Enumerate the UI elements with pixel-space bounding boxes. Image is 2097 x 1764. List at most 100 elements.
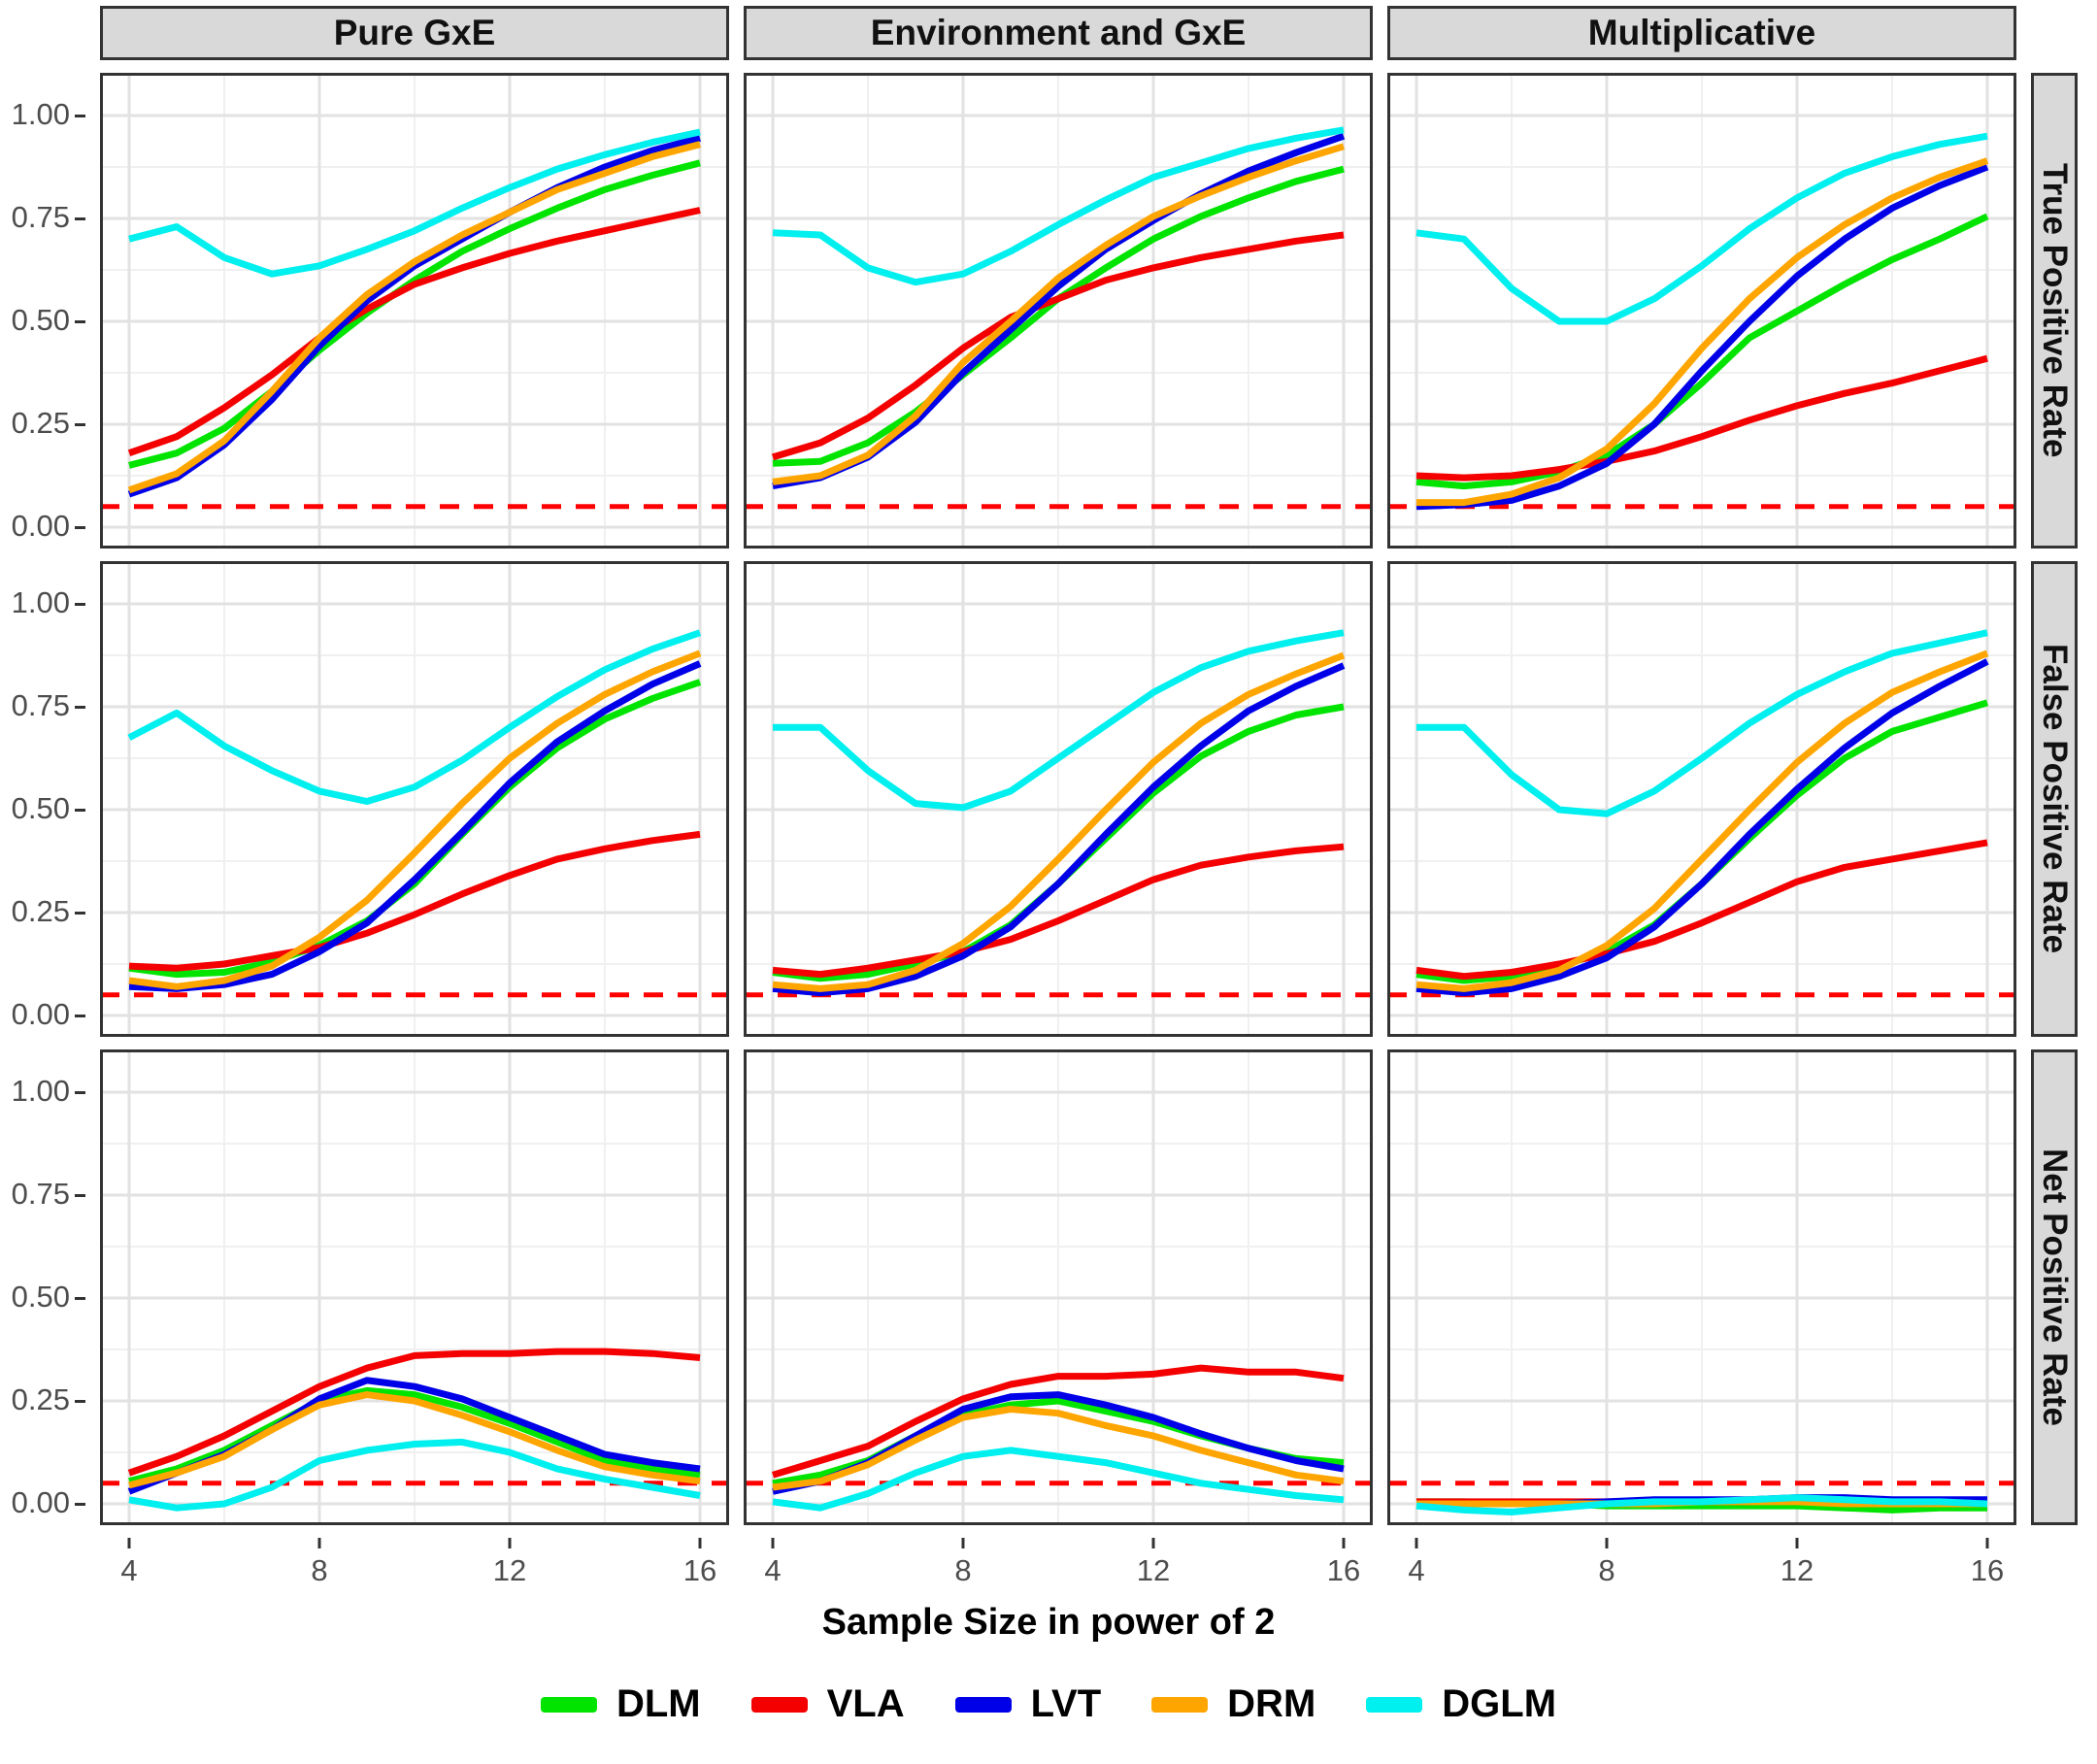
- strip-row-label: False Positive Rate: [2036, 644, 2074, 954]
- series-dlm: [128, 1386, 701, 1485]
- x-tick-label: 12: [1136, 1553, 1171, 1587]
- x-tick-label: 8: [311, 1553, 328, 1587]
- legend-key-dlm-icon: [540, 1696, 597, 1713]
- x-tick-label: 8: [954, 1553, 972, 1587]
- y-tick-mark: [75, 526, 85, 529]
- x-tick-mark: [508, 1538, 512, 1548]
- y-tick-mark: [75, 1194, 85, 1197]
- x-tick-mark: [127, 1538, 131, 1548]
- series-drm: [1415, 649, 1989, 992]
- strip-header-pure-gxe: Pure GxE: [100, 6, 729, 60]
- legend-item-vla: VLA: [750, 1682, 905, 1726]
- strip-row-net-positive-rate: Net Positive Rate: [2031, 1049, 2078, 1525]
- y-tick-mark: [75, 603, 85, 606]
- panel-npr-environment-and-gxe: [744, 1049, 1373, 1525]
- series-dglm: [772, 126, 1345, 286]
- y-tick-label: 0.25: [11, 1382, 70, 1416]
- legend-item-drm: DRM: [1151, 1682, 1315, 1726]
- y-tick-mark: [75, 706, 85, 709]
- facet-grid: Pure GxE Environment and GxE Multiplicat…: [11, 6, 2097, 1600]
- panel-tpr-pure-gxe: [100, 73, 729, 549]
- y-tick-mark: [75, 912, 85, 915]
- series-dglm: [772, 1447, 1345, 1512]
- y-tick-label: 0.50: [11, 303, 70, 337]
- legend-key-vla-icon: [750, 1696, 808, 1713]
- y-tick-mark: [75, 1091, 85, 1094]
- legend-key-dglm-icon: [1366, 1696, 1423, 1713]
- series-dlm: [1415, 213, 1989, 490]
- x-axis-col-pure-gxe: 4 8 12 16: [100, 1538, 729, 1600]
- x-axis-col-environment-and-gxe: 4 8 12 16: [744, 1538, 1373, 1600]
- y-tick-mark: [75, 809, 85, 812]
- legend-label: LVT: [1030, 1682, 1102, 1725]
- series-vla: [771, 1364, 1345, 1479]
- series-dglm: [128, 1438, 701, 1512]
- series-dglm: [127, 629, 702, 805]
- series-drm: [127, 141, 701, 494]
- y-tick-label: 0.50: [11, 1280, 70, 1314]
- x-tick-label: 16: [682, 1553, 717, 1587]
- legend-label: VLA: [826, 1682, 905, 1725]
- series-vla: [771, 231, 1345, 461]
- legend: DLM VLA LVT DRM DGLM: [0, 1682, 2097, 1726]
- x-tick-mark: [1151, 1538, 1155, 1548]
- y-tick-label: 0.75: [11, 200, 70, 234]
- x-tick-label: 16: [1970, 1553, 2005, 1587]
- y-tick-mark: [75, 1297, 85, 1300]
- strip-header-label: Environment and GxE: [870, 13, 1247, 52]
- series-drm: [772, 651, 1346, 992]
- legend-key-drm-icon: [1151, 1696, 1209, 1713]
- panel-npr-pure-gxe: [100, 1049, 729, 1525]
- series-dglm: [1415, 1494, 1988, 1515]
- series-lvt: [1415, 658, 1989, 997]
- x-tick-label: 8: [1598, 1553, 1615, 1587]
- panel-tpr-environment-and-gxe: [744, 73, 1373, 549]
- y-tick-mark: [75, 1503, 85, 1506]
- x-tick-mark: [1795, 1538, 1799, 1548]
- y-axis-net-positive-rate: 1.00 0.75 0.50 0.25 0.00: [11, 1049, 85, 1525]
- y-tick-label: 0.75: [11, 1177, 70, 1211]
- legend-label: DGLM: [1442, 1682, 1557, 1725]
- x-tick-mark: [317, 1538, 321, 1548]
- corner-spacer: [14, 6, 85, 60]
- series-vla: [128, 830, 701, 972]
- series-vla: [1415, 354, 1988, 482]
- x-tick-mark: [961, 1538, 965, 1548]
- series-vla: [127, 207, 701, 457]
- panel-npr-multiplicative: [1387, 1049, 2016, 1525]
- series-dlm: [128, 159, 701, 469]
- y-tick-mark: [75, 320, 85, 323]
- panel-fpr-environment-and-gxe: [744, 561, 1373, 1037]
- x-axis-title: Sample Size in power of 2: [821, 1602, 1276, 1643]
- series-dglm: [773, 629, 1345, 812]
- y-tick-label: 0.00: [11, 509, 70, 543]
- x-tick-mark: [1605, 1538, 1609, 1548]
- y-tick-label: 0.00: [11, 1485, 70, 1519]
- x-tick-label: 12: [492, 1553, 527, 1587]
- y-tick-label: 0.50: [11, 791, 70, 825]
- series-vla: [1415, 839, 1988, 981]
- legend-item-dlm: DLM: [540, 1682, 701, 1726]
- y-tick-mark: [75, 115, 85, 117]
- y-tick-label: 0.25: [11, 406, 70, 440]
- panel-tpr-multiplicative: [1387, 73, 2016, 549]
- x-tick-label: 4: [1408, 1553, 1425, 1587]
- series-drm: [1416, 157, 1989, 507]
- legend-item-lvt: LVT: [954, 1682, 1102, 1726]
- x-axis-col-multiplicative: 4 8 12 16: [1387, 1538, 2016, 1600]
- x-tick-mark: [771, 1538, 775, 1548]
- x-tick-mark: [698, 1538, 702, 1548]
- strip-header-environment-and-gxe: Environment and GxE: [744, 6, 1373, 60]
- y-axis-false-positive-rate: 1.00 0.75 0.50 0.25 0.00: [11, 561, 85, 1037]
- y-tick-label: 1.00: [11, 97, 70, 131]
- series-vla: [772, 843, 1345, 979]
- series-drm: [772, 143, 1346, 485]
- x-tick-mark: [1985, 1538, 1989, 1548]
- y-tick-label: 0.00: [11, 997, 70, 1031]
- strip-header-label: Multiplicative: [1587, 13, 1816, 52]
- series-lvt: [772, 662, 1346, 997]
- y-tick-label: 0.75: [11, 688, 70, 722]
- x-tick-label: 4: [120, 1553, 138, 1587]
- y-axis-true-positive-rate: 1.00 0.75 0.50 0.25 0.00: [11, 73, 85, 549]
